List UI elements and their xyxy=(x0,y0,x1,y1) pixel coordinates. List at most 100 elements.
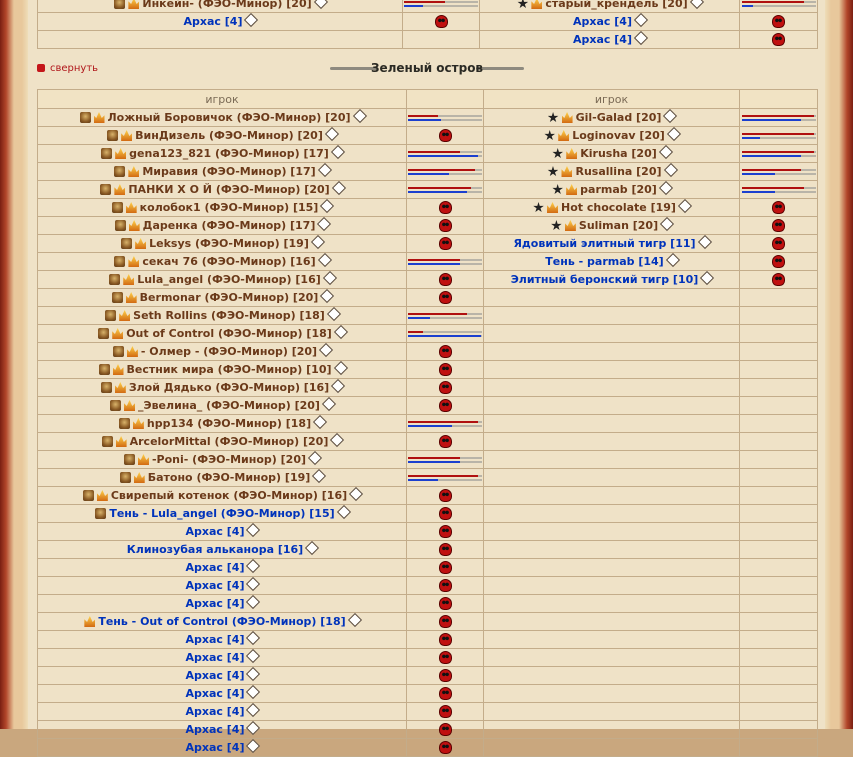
clan-emblem-icon[interactable] xyxy=(100,382,112,393)
player-name-link[interactable]: Клинозубая алькaнора [16] xyxy=(126,543,304,556)
clan-emblem-icon[interactable] xyxy=(114,166,126,177)
clan-emblem-icon[interactable] xyxy=(121,238,133,249)
clan-emblem-icon[interactable] xyxy=(105,310,117,321)
player-name-link[interactable]: Тень - parmab [14] xyxy=(545,255,664,268)
player-info-icon[interactable] xyxy=(349,487,364,502)
player-name-link[interactable]: hpp134 (ФЭО-Минор) [18] xyxy=(146,417,312,430)
player-name-link[interactable]: -Poni- (ФЭО-Минор) [20] xyxy=(151,453,306,466)
clan-emblem-icon[interactable] xyxy=(101,148,113,159)
player-name-link[interactable]: - Олмер - (ФЭО-Минор) [20] xyxy=(140,345,318,358)
player-name-link[interactable]: секач 76 (ФЭО-Минор) [16] xyxy=(142,255,316,268)
clan-emblem-icon[interactable] xyxy=(123,454,135,465)
player-name-link[interactable]: Ядовитый элитный тигр [11] xyxy=(513,237,696,250)
clan-emblem-icon[interactable] xyxy=(107,130,119,141)
player-name-link[interactable]: Seth Rollins (ФЭО-Минор) [18] xyxy=(133,309,325,322)
player-info-icon[interactable] xyxy=(244,13,259,28)
player-name-link[interactable]: Архас [4] xyxy=(185,687,245,700)
player-info-icon[interactable] xyxy=(663,163,678,178)
player-info-icon[interactable] xyxy=(677,199,693,214)
clan-emblem-icon[interactable] xyxy=(79,112,91,123)
player-info-icon[interactable] xyxy=(658,145,673,160)
player-info-icon[interactable] xyxy=(313,0,328,10)
player-name-link[interactable]: Архас [4] xyxy=(185,669,245,682)
player-name-link[interactable]: Leksys (ФЭО-Минор) [19] xyxy=(149,237,309,250)
player-info-icon[interactable] xyxy=(633,31,649,46)
player-name-link[interactable]: ВинДизель (ФЭО-Минор) [20] xyxy=(135,129,323,142)
player-info-icon[interactable] xyxy=(246,631,261,646)
player-name-link[interactable]: Архас [4] xyxy=(185,561,245,574)
collapse-link[interactable]: свернуть xyxy=(37,63,98,74)
player-name-link[interactable]: Архас [4] xyxy=(573,33,632,46)
player-info-icon[interactable] xyxy=(246,595,261,610)
player-name-link[interactable]: Мирaвия (ФЭО-Минор) [17] xyxy=(142,165,316,178)
player-name-link[interactable]: Архас [4] xyxy=(185,651,245,664)
player-name-link[interactable]: Gil-Galad [20] xyxy=(575,111,662,124)
player-info-icon[interactable] xyxy=(326,307,341,322)
player-info-icon[interactable] xyxy=(324,127,339,142)
player-name-link[interactable]: Даренка (ФЭО-Минор) [17] xyxy=(142,219,316,232)
player-name-link[interactable]: Тень - Out of Control (ФЭО-Минор) [18] xyxy=(98,615,346,628)
player-info-icon[interactable] xyxy=(307,451,323,466)
player-info-icon[interactable] xyxy=(246,703,261,718)
player-info-icon[interactable] xyxy=(322,271,337,286)
player-info-icon[interactable] xyxy=(320,199,335,214)
player-info-icon[interactable] xyxy=(313,415,328,430)
clan-emblem-icon[interactable] xyxy=(114,0,126,9)
player-name-link[interactable]: Архас [4] xyxy=(185,723,245,736)
player-name-link[interactable]: Архас [4] xyxy=(183,15,243,28)
player-info-icon[interactable] xyxy=(317,253,332,268)
player-name-link[interactable]: Loginovav [20] xyxy=(572,129,665,142)
player-info-icon[interactable] xyxy=(319,343,334,358)
player-name-link[interactable]: Свирепый котенок (ФЭО-Минор) [16] xyxy=(110,489,348,502)
player-info-icon[interactable] xyxy=(663,109,678,124)
player-info-icon[interactable] xyxy=(331,181,346,196)
player-name-link[interactable]: Kirusha [20] xyxy=(580,147,657,160)
player-info-icon[interactable] xyxy=(689,0,704,10)
player-info-icon[interactable] xyxy=(246,667,261,682)
player-name-link[interactable]: ПАНКИ Х О Й (ФЭО-Минор) [20] xyxy=(128,183,330,196)
player-name-link[interactable]: Батоно (ФЭО-Минор) [19] xyxy=(147,471,311,484)
clan-emblem-icon[interactable] xyxy=(100,184,112,195)
player-name-link[interactable]: Out of Control (ФЭО-Минор) [18] xyxy=(126,327,332,340)
player-name-link[interactable]: Bermonar (ФЭО-Минор) [20] xyxy=(139,291,319,304)
player-info-icon[interactable] xyxy=(246,559,261,574)
player-info-icon[interactable] xyxy=(246,577,261,592)
player-name-link[interactable]: ArcelorMittal (ФЭО-Минор) [20] xyxy=(129,435,329,448)
player-name-link[interactable]: Архас [4] xyxy=(185,705,245,718)
player-info-icon[interactable] xyxy=(660,217,675,232)
player-info-icon[interactable] xyxy=(246,721,261,736)
player-name-link[interactable]: Тень - Lula_angel (ФЭО-Минор) [15] xyxy=(109,507,335,520)
player-info-icon[interactable] xyxy=(321,397,337,412)
clan-emblem-icon[interactable] xyxy=(114,256,126,267)
player-info-icon[interactable] xyxy=(666,127,681,142)
clan-emblem-icon[interactable] xyxy=(112,346,124,357)
player-info-icon[interactable] xyxy=(246,649,261,664)
player-name-link[interactable]: Архас [4] xyxy=(573,15,632,28)
player-name-link[interactable]: Lula_angel (ФЭО-Минор) [16] xyxy=(137,273,321,286)
player-info-icon[interactable] xyxy=(310,235,325,250)
player-info-icon[interactable] xyxy=(330,433,345,448)
player-name-link[interactable]: Архас [4] xyxy=(185,579,245,592)
clan-emblem-icon[interactable] xyxy=(119,472,131,483)
player-info-icon[interactable] xyxy=(320,289,335,304)
clan-emblem-icon[interactable] xyxy=(98,328,110,339)
player-name-link[interactable]: Архас [4] xyxy=(185,741,245,754)
player-info-icon[interactable] xyxy=(333,325,348,340)
player-info-icon[interactable] xyxy=(246,685,261,700)
clan-emblem-icon[interactable] xyxy=(98,364,110,375)
player-name-link[interactable]: Вестник мира (ФЭО-Минор) [10] xyxy=(126,363,332,376)
player-name-link[interactable]: Suliman [20] xyxy=(578,219,659,232)
clan-emblem-icon[interactable] xyxy=(101,436,113,447)
player-name-link[interactable]: Ложный Боровичок (ФЭО-Минор) [20] xyxy=(107,111,351,124)
clan-emblem-icon[interactable] xyxy=(109,274,121,285)
player-info-icon[interactable] xyxy=(658,181,673,196)
clan-emblem-icon[interactable] xyxy=(111,292,123,303)
player-name-link[interactable]: Архас [4] xyxy=(185,525,245,538)
player-info-icon[interactable] xyxy=(317,217,332,232)
player-info-icon[interactable] xyxy=(246,739,261,754)
player-name-link[interactable]: parmab [20] xyxy=(580,183,657,196)
player-name-link[interactable]: колобок1 (ФЭО-Минор) [15] xyxy=(139,201,319,214)
clan-emblem-icon[interactable] xyxy=(114,220,126,231)
player-name-link[interactable]: Hot chocolate [19] xyxy=(561,201,676,214)
player-info-icon[interactable] xyxy=(633,13,649,28)
